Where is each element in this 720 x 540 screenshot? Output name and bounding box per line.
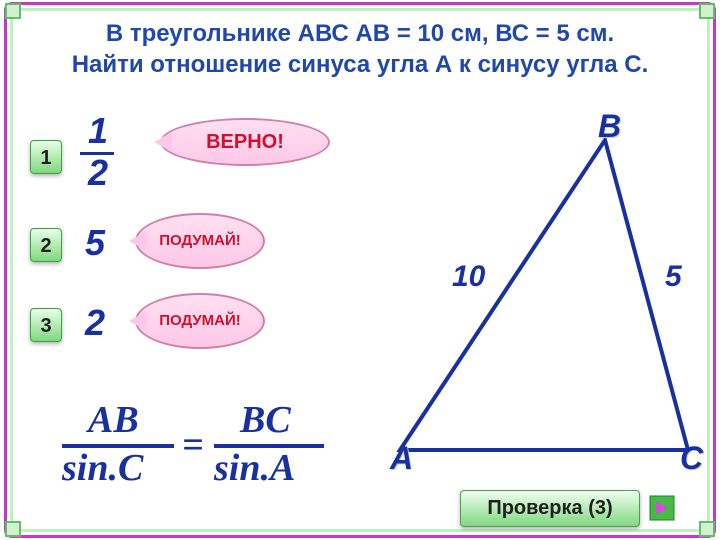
vertex-A: А: [390, 440, 413, 477]
triangle-shape: [400, 140, 688, 450]
side-AB: 10: [452, 260, 485, 294]
formula-den1: sin.C: [62, 446, 143, 490]
side-BC: 5: [665, 260, 682, 294]
check-arrow-icon: [648, 494, 676, 522]
formula-eq: =: [182, 423, 204, 467]
formula-den2: sin.A: [214, 446, 295, 490]
vertex-C: С: [680, 440, 703, 477]
check-button-label: Проверка (3): [487, 497, 612, 519]
formula-num1: AB: [88, 398, 139, 442]
check-button[interactable]: Проверка (3): [460, 490, 640, 527]
vertex-B: В: [598, 108, 621, 145]
formula-num2: BC: [240, 398, 291, 442]
